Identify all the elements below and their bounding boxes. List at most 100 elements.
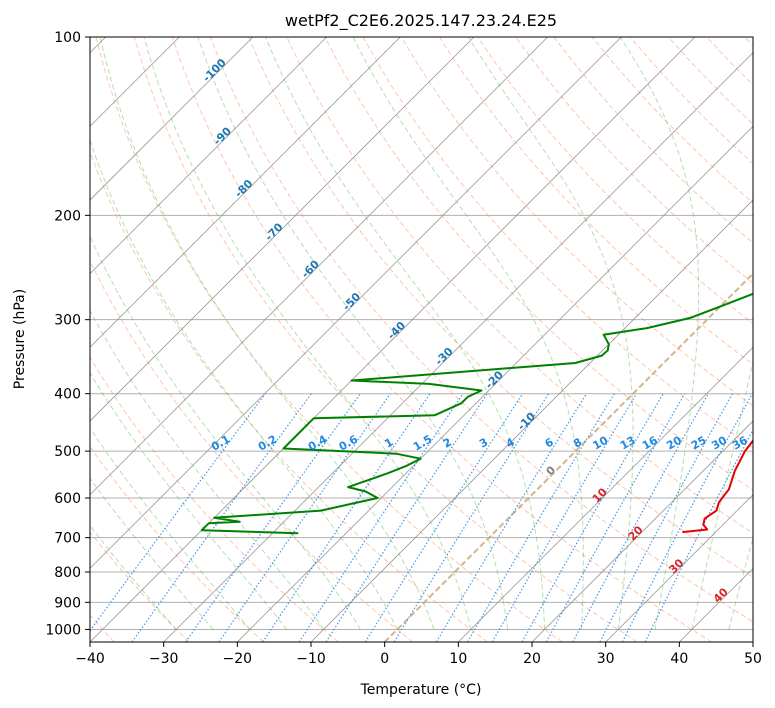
- dry-adiabat: [248, 37, 753, 578]
- y-axis-ticks: 100 200 300 400 500 600 700 800 900 1000: [45, 30, 90, 638]
- mixing-ratio-label: 6: [543, 435, 556, 450]
- isotherm-line: [752, 641, 753, 642]
- mixing-ratio-lines: [90, 393, 753, 642]
- y-tick-label: 600: [54, 491, 81, 507]
- temperature-profile: [682, 439, 753, 534]
- dry-adiabat: [95, 37, 563, 642]
- isotherm-line: [531, 420, 753, 642]
- dry-adiabats: [90, 37, 753, 642]
- isotherm-label: -10: [515, 410, 538, 433]
- mixing-ratio-line: [521, 393, 664, 642]
- isotherm-label: -30: [433, 345, 456, 368]
- mixing-ratio-label: 3: [477, 436, 490, 451]
- isotherm-label: -70: [262, 220, 285, 243]
- isotherms: [90, 37, 753, 642]
- mixing-ratio-label: 13: [618, 434, 638, 453]
- mixing-ratio-line: [599, 393, 733, 642]
- dry-adiabat: [90, 445, 264, 642]
- moist-adiabat: [265, 37, 546, 630]
- moist-adiabat: [90, 309, 325, 630]
- x-tick-label: −10: [296, 651, 326, 667]
- pressure-grid: [90, 37, 753, 630]
- y-tick-label: 700: [54, 531, 81, 547]
- isotherm-label: -60: [299, 257, 322, 280]
- dry-adiabat: [324, 37, 753, 491]
- moist-adiabat: [143, 37, 472, 630]
- mixing-ratio-line: [545, 393, 686, 642]
- mixing-ratio-line: [90, 393, 266, 632]
- chart-title: wetPf2_C2E6.2025.147.23.24.E25: [285, 11, 557, 31]
- mixing-ratio-label: 10: [591, 433, 611, 452]
- mixing-ratio-label: 20: [664, 433, 684, 452]
- mixing-ratio-line: [466, 393, 615, 642]
- y-tick-label: 900: [54, 595, 81, 611]
- dry-adiabat: [591, 37, 753, 204]
- isotherm-line: [679, 567, 753, 642]
- isotherm-line: [90, 37, 696, 642]
- x-tick-label: −20: [223, 651, 253, 667]
- mixing-ratio-label: 0.2: [256, 433, 279, 454]
- isotherm-line: [90, 37, 254, 201]
- y-tick-label: 800: [54, 565, 81, 581]
- x-tick-label: 50: [744, 651, 762, 667]
- isotherm-line: [237, 125, 753, 642]
- x-tick-label: 0: [380, 651, 389, 667]
- mixing-ratio-line: [218, 393, 391, 642]
- y-tick-label: 400: [54, 387, 81, 403]
- mixing-ratio-line: [364, 393, 524, 642]
- plot-area: -100-90-80-70-60-50-40-30-20-10010203040…: [90, 37, 753, 642]
- mixing-ratio-line: [621, 393, 753, 642]
- y-tick-label: 200: [54, 208, 81, 224]
- dry-adiabat: [90, 531, 190, 642]
- y-tick-label: 100: [54, 30, 81, 46]
- moist-adiabat: [467, 37, 634, 630]
- x-axis-ticks: −40 −30 −20 −10 0 10 20 30 40 50: [75, 642, 762, 667]
- dry-adiabat: [171, 37, 712, 642]
- moist-adiabat: [197, 37, 509, 630]
- freezing-isotherm: [383, 272, 753, 642]
- dry-adiabat: [90, 356, 339, 642]
- dry-adiabat: [553, 37, 753, 244]
- isotherm-line: [90, 37, 475, 422]
- x-tick-label: −40: [75, 651, 105, 667]
- dry-adiabat: [90, 259, 414, 642]
- moist-adiabat: [90, 138, 398, 630]
- mixing-ratio-label: 1.5: [411, 433, 434, 454]
- y-axis-label: Pressure (hPa): [12, 289, 28, 389]
- moist-adiabats: [90, 37, 753, 630]
- y-tick-label: 300: [54, 313, 81, 329]
- isotherm-line: [90, 37, 622, 569]
- moist-adiabat: [728, 536, 753, 630]
- isotherm-label: -80: [232, 177, 255, 200]
- isotherm-label: -20: [483, 368, 506, 391]
- mixing-ratio-line: [491, 393, 638, 642]
- x-tick-label: 40: [670, 651, 688, 667]
- y-tick-label: 500: [54, 444, 81, 460]
- mixing-ratio-line: [185, 393, 361, 642]
- dry-adiabat: [515, 37, 753, 284]
- isotherm-line: [458, 346, 753, 642]
- mixing-ratio-label: 25: [689, 434, 709, 453]
- dry-adiabat: [438, 37, 753, 366]
- mixing-ratio-line: [435, 393, 588, 642]
- isotherm-line: [163, 52, 753, 642]
- moist-adiabat: [90, 235, 361, 630]
- isotherm-label: 30: [666, 556, 686, 576]
- isotherm-label: 20: [626, 523, 646, 543]
- x-tick-label: 30: [597, 651, 615, 667]
- moist-adiabat: [99, 37, 435, 630]
- x-tick-label: 10: [449, 651, 467, 667]
- dewpoint-profile: [200, 292, 753, 535]
- isotherm-line: [310, 199, 753, 642]
- isotherm-line: [90, 37, 327, 275]
- moist-adiabat: [619, 37, 700, 630]
- isotherm-line: [90, 37, 401, 348]
- dry-adiabat: [706, 37, 753, 86]
- dry-adiabat: [133, 37, 638, 642]
- isotherm-line: [605, 494, 753, 642]
- mixing-ratio-label: 30: [709, 433, 729, 452]
- mixing-ratio-line: [262, 393, 431, 642]
- x-tick-label: 20: [523, 651, 541, 667]
- moist-adiabat: [352, 37, 584, 630]
